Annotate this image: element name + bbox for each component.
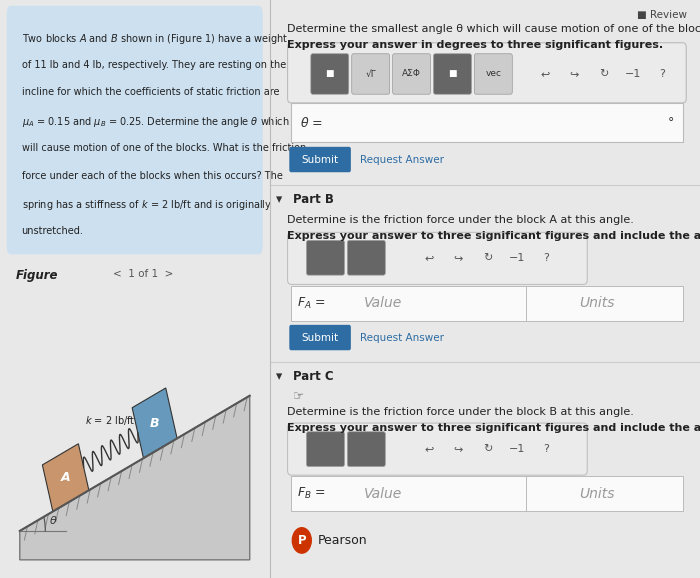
Text: Pearson: Pearson — [318, 534, 368, 547]
Text: Value: Value — [364, 297, 402, 310]
Text: ■ Review: ■ Review — [637, 10, 687, 20]
FancyBboxPatch shape — [475, 54, 512, 94]
Circle shape — [293, 528, 312, 553]
Text: ↪: ↪ — [454, 253, 463, 264]
Text: ■: ■ — [326, 69, 334, 79]
Text: Submit: Submit — [302, 332, 339, 343]
Text: Part C: Part C — [293, 370, 334, 383]
Text: ?: ? — [543, 444, 549, 454]
FancyBboxPatch shape — [288, 232, 587, 284]
Text: √Γ: √Γ — [365, 69, 376, 79]
Text: Part B: Part B — [293, 193, 334, 206]
Text: $k$ = 2 lb/ft: $k$ = 2 lb/ft — [85, 414, 136, 427]
Text: unstretched.: unstretched. — [22, 226, 83, 236]
Text: Figure: Figure — [16, 269, 59, 281]
Text: Express your answer in degrees to three significant figures.: Express your answer in degrees to three … — [287, 40, 663, 50]
Text: Request Answer: Request Answer — [360, 154, 444, 165]
FancyBboxPatch shape — [307, 432, 344, 466]
FancyBboxPatch shape — [288, 423, 587, 475]
Text: ↻: ↻ — [482, 253, 492, 264]
Text: $F_B$ =: $F_B$ = — [298, 486, 326, 501]
Text: $\theta$: $\theta$ — [49, 513, 58, 525]
Text: Express your answer to three significant figures and include the appropriate uni: Express your answer to three significant… — [287, 423, 700, 433]
Text: $\mu_A$ = 0.15 and $\mu_B$ = 0.25. Determine the angle $\theta$ which: $\mu_A$ = 0.15 and $\mu_B$ = 0.25. Deter… — [22, 115, 289, 129]
FancyBboxPatch shape — [7, 6, 262, 254]
Text: $F_A$ =: $F_A$ = — [298, 296, 326, 311]
Text: Submit: Submit — [302, 154, 339, 165]
Text: $\theta$ =: $\theta$ = — [300, 116, 323, 129]
Text: will cause motion of one of the blocks. What is the friction: will cause motion of one of the blocks. … — [22, 143, 306, 153]
FancyBboxPatch shape — [393, 54, 430, 94]
Text: ↩: ↩ — [540, 69, 550, 79]
FancyBboxPatch shape — [291, 286, 682, 321]
Text: −1: −1 — [624, 69, 641, 79]
FancyBboxPatch shape — [351, 54, 390, 94]
Text: Units: Units — [580, 297, 615, 310]
FancyBboxPatch shape — [347, 432, 385, 466]
Text: ▾: ▾ — [276, 370, 282, 383]
FancyBboxPatch shape — [289, 147, 351, 172]
Text: ■: ■ — [448, 69, 456, 79]
Text: ↪: ↪ — [454, 444, 463, 454]
FancyBboxPatch shape — [291, 476, 682, 511]
Text: ↻: ↻ — [482, 444, 492, 454]
Text: A: A — [61, 471, 71, 484]
FancyBboxPatch shape — [291, 103, 682, 142]
Text: −1: −1 — [508, 444, 525, 454]
Text: B: B — [150, 417, 160, 429]
FancyBboxPatch shape — [311, 54, 349, 94]
Text: force under each of the blocks when this occurs? The: force under each of the blocks when this… — [22, 171, 282, 180]
Text: Determine is the friction force under the block B at this angle.: Determine is the friction force under th… — [287, 407, 634, 417]
Text: <  1 of 1  >: < 1 of 1 > — [113, 269, 174, 279]
Text: vec: vec — [485, 69, 501, 79]
Text: ΑΣΦ: ΑΣΦ — [402, 69, 421, 79]
Text: ↩: ↩ — [424, 253, 433, 264]
Text: ☞: ☞ — [293, 390, 304, 403]
Text: ↻: ↻ — [599, 69, 608, 79]
Text: Request Answer: Request Answer — [360, 332, 444, 343]
FancyBboxPatch shape — [433, 54, 471, 94]
Text: °: ° — [668, 116, 674, 129]
Polygon shape — [132, 388, 177, 458]
FancyBboxPatch shape — [289, 325, 351, 350]
Text: incline for which the coefficients of static friction are: incline for which the coefficients of st… — [22, 87, 279, 97]
Text: P: P — [298, 534, 306, 547]
Polygon shape — [20, 396, 250, 560]
Text: −1: −1 — [508, 253, 525, 264]
Text: ?: ? — [543, 253, 549, 264]
Text: Determine is the friction force under the block A at this angle.: Determine is the friction force under th… — [287, 215, 634, 225]
Text: Value: Value — [364, 487, 402, 501]
FancyBboxPatch shape — [347, 240, 385, 275]
Polygon shape — [43, 444, 89, 512]
Text: Express your answer to three significant figures and include the appropriate uni: Express your answer to three significant… — [287, 231, 700, 241]
FancyBboxPatch shape — [288, 43, 686, 103]
Text: ↪: ↪ — [570, 69, 579, 79]
Text: Two blocks $\mathit{A}$ and $\mathit{B}$ shown in (Figure 1) have a weight: Two blocks $\mathit{A}$ and $\mathit{B}$… — [22, 32, 288, 46]
Text: Determine the smallest angle θ which will cause motion of one of the blocks.: Determine the smallest angle θ which wil… — [287, 24, 700, 34]
Text: ▾: ▾ — [276, 193, 282, 206]
Text: ↩: ↩ — [424, 444, 433, 454]
FancyBboxPatch shape — [307, 240, 344, 275]
Text: spring has a stiffness of $k$ = 2 lb/ft and is originally: spring has a stiffness of $k$ = 2 lb/ft … — [22, 198, 272, 212]
Text: ?: ? — [659, 69, 665, 79]
Text: of 11 lb and 4 lb, respectively. They are resting on the: of 11 lb and 4 lb, respectively. They ar… — [22, 60, 286, 69]
Text: Units: Units — [580, 487, 615, 501]
